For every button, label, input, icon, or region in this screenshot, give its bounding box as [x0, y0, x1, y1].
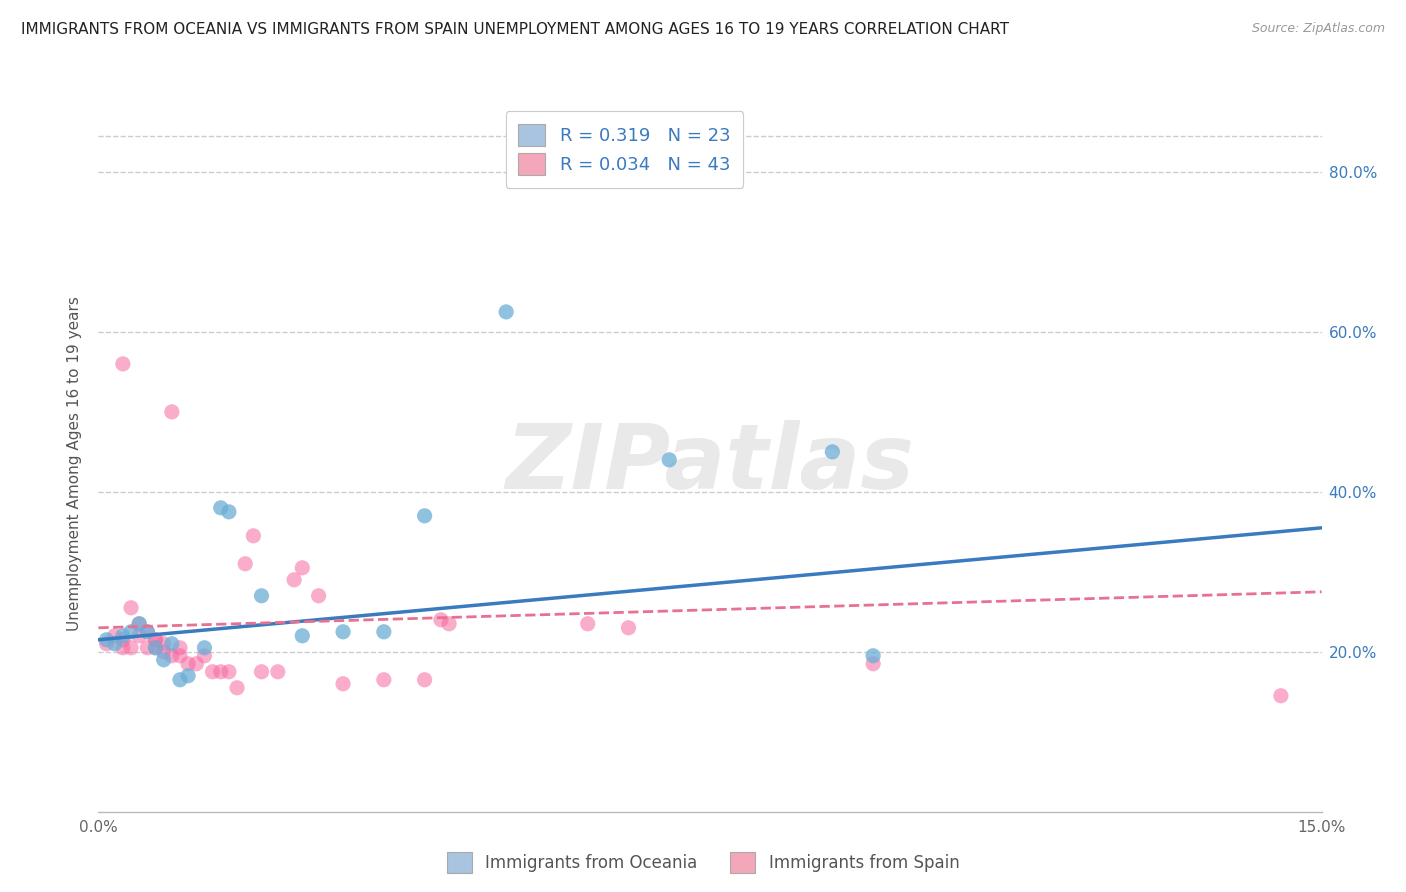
Legend: R = 0.319   N = 23, R = 0.034   N = 43: R = 0.319 N = 23, R = 0.034 N = 43 — [506, 112, 744, 187]
Point — [136, 624, 159, 639]
Point — [218, 505, 240, 519]
Point — [218, 665, 240, 679]
Point — [169, 673, 191, 687]
Point — [291, 629, 314, 643]
Point — [250, 589, 273, 603]
Point — [169, 648, 191, 663]
Point — [193, 648, 215, 663]
Point — [250, 665, 273, 679]
Point — [658, 453, 681, 467]
Point — [111, 629, 134, 643]
Point — [96, 637, 118, 651]
Point — [1270, 689, 1292, 703]
Point — [160, 637, 183, 651]
Point — [373, 624, 395, 639]
Point — [186, 657, 208, 671]
Point — [104, 629, 127, 643]
Point — [152, 637, 174, 651]
Point — [576, 616, 599, 631]
Point — [111, 632, 134, 647]
Point — [413, 673, 436, 687]
Point — [120, 600, 142, 615]
Point — [193, 640, 215, 655]
Point — [177, 669, 200, 683]
Point — [111, 357, 134, 371]
Point — [96, 632, 118, 647]
Point — [111, 640, 134, 655]
Point — [177, 657, 200, 671]
Point — [821, 445, 844, 459]
Point — [332, 677, 354, 691]
Point — [283, 573, 305, 587]
Text: ZIPatlas: ZIPatlas — [506, 420, 914, 508]
Point — [152, 645, 174, 659]
Point — [495, 305, 517, 319]
Point — [267, 665, 290, 679]
Point — [160, 648, 183, 663]
Point — [120, 640, 142, 655]
Point — [862, 648, 884, 663]
Point — [209, 500, 232, 515]
Point — [862, 657, 884, 671]
Point — [617, 621, 640, 635]
Point — [128, 629, 150, 643]
Point — [169, 640, 191, 655]
Point — [413, 508, 436, 523]
Point — [136, 640, 159, 655]
Point — [152, 653, 174, 667]
Point — [430, 613, 453, 627]
Y-axis label: Unemployment Among Ages 16 to 19 years: Unemployment Among Ages 16 to 19 years — [66, 296, 82, 632]
Point — [308, 589, 330, 603]
Legend: Immigrants from Oceania, Immigrants from Spain: Immigrants from Oceania, Immigrants from… — [440, 846, 966, 880]
Point — [437, 616, 460, 631]
Text: Source: ZipAtlas.com: Source: ZipAtlas.com — [1251, 22, 1385, 36]
Point — [160, 405, 183, 419]
Point — [104, 637, 127, 651]
Point — [145, 640, 167, 655]
Text: IMMIGRANTS FROM OCEANIA VS IMMIGRANTS FROM SPAIN UNEMPLOYMENT AMONG AGES 16 TO 1: IMMIGRANTS FROM OCEANIA VS IMMIGRANTS FR… — [21, 22, 1010, 37]
Point — [145, 640, 167, 655]
Point — [291, 561, 314, 575]
Point — [209, 665, 232, 679]
Point — [128, 616, 150, 631]
Point — [120, 624, 142, 639]
Point — [226, 681, 249, 695]
Point — [145, 632, 167, 647]
Point — [242, 529, 264, 543]
Point — [128, 616, 150, 631]
Point — [332, 624, 354, 639]
Point — [136, 624, 159, 639]
Point — [233, 557, 256, 571]
Point — [201, 665, 224, 679]
Point — [373, 673, 395, 687]
Point — [145, 632, 167, 647]
